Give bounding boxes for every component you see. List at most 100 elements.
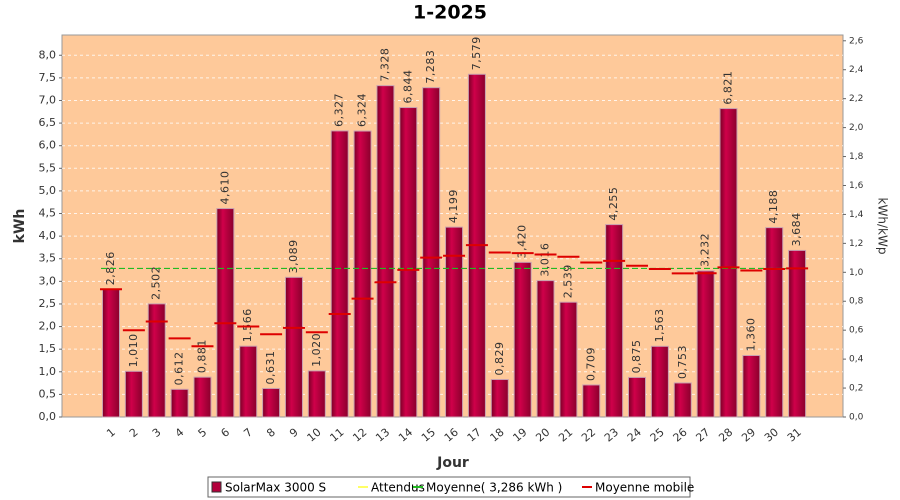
x-tick-label: 25 xyxy=(648,426,667,445)
x-tick-label: 7 xyxy=(241,426,255,440)
x-tick-label: 27 xyxy=(693,426,712,445)
y-tick-label: 8,0 xyxy=(39,48,57,61)
legend-label: Moyenne mobile xyxy=(595,481,694,495)
x-tick-label: 9 xyxy=(287,426,301,440)
y-tick-label: 2,0 xyxy=(39,320,57,333)
bar xyxy=(216,208,235,418)
y2-tick-label: 0,8 xyxy=(849,297,864,307)
x-tick-label: 30 xyxy=(762,426,781,445)
legend-label: SolarMax 3000 S xyxy=(225,481,326,495)
bar xyxy=(696,270,715,418)
legend-swatch xyxy=(211,481,222,493)
x-tick-label: 13 xyxy=(373,426,392,445)
value-label: 4,610 xyxy=(218,171,231,205)
x-tick-label: 12 xyxy=(350,426,369,445)
bar xyxy=(170,388,189,418)
value-label: 3,089 xyxy=(287,239,300,273)
y2-tick-label: 1,4 xyxy=(849,210,864,220)
y-tick-label: 3,5 xyxy=(39,252,57,265)
value-label: 0,709 xyxy=(584,347,597,381)
x-tick-label: 4 xyxy=(173,426,187,440)
y2-tick-label: 1,0 xyxy=(849,268,864,278)
y2-tick-label: 0,2 xyxy=(849,384,863,394)
x-tick-label: 16 xyxy=(442,426,461,445)
value-label: 0,631 xyxy=(264,350,277,384)
x-tick-label: 5 xyxy=(196,426,210,440)
chart-title: 1-2025 xyxy=(413,2,487,24)
y2-tick-label: 0,0 xyxy=(849,413,864,423)
x-tick-label: 6 xyxy=(218,426,232,440)
value-label: 6,844 xyxy=(401,70,414,104)
bar xyxy=(284,276,303,418)
y-tick-label: 1,0 xyxy=(39,365,57,378)
value-label: 1,020 xyxy=(310,333,323,367)
value-label: 7,579 xyxy=(470,36,483,70)
y2-tick-label: 1,6 xyxy=(849,181,864,191)
legend-label: Moyenne( 3,286 kWh ) xyxy=(426,481,562,495)
y2-tick-label: 1,8 xyxy=(849,152,864,162)
y2-tick-label: 0,6 xyxy=(849,326,864,336)
bar xyxy=(559,301,578,418)
x-tick-label: 10 xyxy=(305,426,324,445)
bar xyxy=(490,379,509,418)
bar xyxy=(719,108,738,418)
bar xyxy=(582,384,601,418)
value-label: 1,563 xyxy=(653,308,666,342)
bar xyxy=(307,370,326,418)
y2-tick-label: 2,0 xyxy=(849,123,864,133)
y-tick-label: 3,0 xyxy=(39,274,57,287)
y2-tick-label: 1,2 xyxy=(849,239,863,249)
bar xyxy=(353,130,372,418)
value-label: 4,199 xyxy=(447,189,460,223)
value-label: 1,566 xyxy=(241,308,254,342)
y-tick-label: 7,5 xyxy=(39,71,57,84)
bar xyxy=(102,288,120,418)
x-tick-label: 14 xyxy=(396,426,415,445)
bar xyxy=(330,130,349,418)
x-tick-label: 28 xyxy=(716,426,735,445)
y-tick-label: 7,0 xyxy=(39,93,57,106)
y2-tick-label: 0,4 xyxy=(849,355,864,365)
y-tick-label: 2,5 xyxy=(39,297,57,310)
x-tick-label: 31 xyxy=(785,426,804,445)
y-tick-label: 6,0 xyxy=(39,139,57,152)
value-label: 6,327 xyxy=(333,93,346,127)
x-tick-label: 2 xyxy=(127,426,141,440)
y-tick-label: 0,0 xyxy=(39,410,57,423)
bar xyxy=(124,370,143,418)
y2-axis-label: kWh/kWp xyxy=(876,198,890,255)
bar xyxy=(445,226,464,418)
bar xyxy=(513,261,532,418)
value-label: 3,232 xyxy=(699,233,712,267)
x-tick-label: 15 xyxy=(419,426,438,445)
bar xyxy=(673,382,692,418)
x-tick-label: 18 xyxy=(488,426,507,445)
x-tick-label: 21 xyxy=(556,426,575,445)
value-label: 1,360 xyxy=(744,318,757,352)
bar xyxy=(239,345,258,418)
x-tick-label: 17 xyxy=(465,426,484,445)
y-tick-label: 0,5 xyxy=(39,387,57,400)
value-label: 0,881 xyxy=(195,339,208,373)
value-label: 3,684 xyxy=(790,212,803,246)
y-tick-label: 4,5 xyxy=(39,207,57,220)
x-tick-label: 11 xyxy=(327,426,346,445)
bar xyxy=(399,107,418,418)
bar xyxy=(536,280,555,418)
value-label: 0,612 xyxy=(173,351,186,385)
bar xyxy=(765,227,784,418)
y-tick-label: 4,0 xyxy=(39,229,57,242)
value-label: 2,539 xyxy=(561,264,574,298)
bar xyxy=(650,345,669,418)
x-axis-label: Jour xyxy=(436,455,469,471)
value-label: 0,829 xyxy=(493,342,506,376)
x-tick-label: 1 xyxy=(104,426,118,440)
x-tick-label: 8 xyxy=(264,426,278,440)
value-label: 1,010 xyxy=(127,333,140,367)
y-tick-label: 5,0 xyxy=(39,184,57,197)
bar xyxy=(376,85,395,418)
x-tick-label: 3 xyxy=(150,426,164,440)
value-label: 6,324 xyxy=(356,93,369,127)
x-tick-label: 19 xyxy=(510,426,529,445)
